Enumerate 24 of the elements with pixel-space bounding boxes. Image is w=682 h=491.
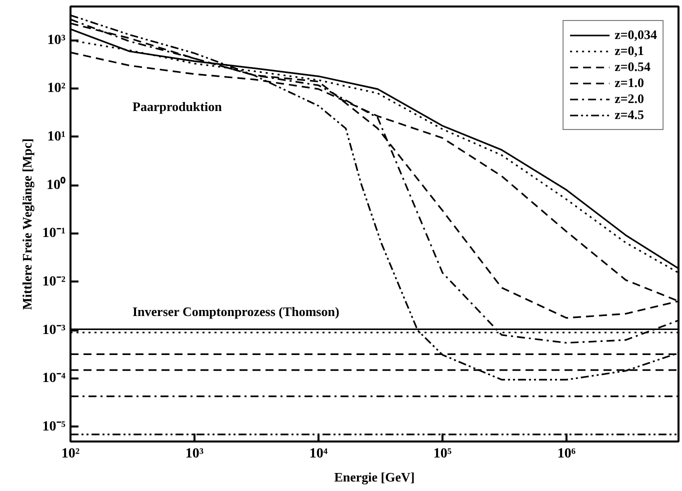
- y-tick-label: 10⁻¹: [42, 226, 66, 242]
- y-tick-label: 10¹: [47, 129, 66, 144]
- x-tick-label: 10⁶: [557, 446, 576, 462]
- x-tick-label: 10²: [61, 446, 80, 462]
- y-tick-label: 10⁰: [46, 176, 66, 193]
- annotation: Paarproduktion: [132, 99, 223, 114]
- legend-label: z=1.0: [614, 75, 644, 91]
- x-axis-title: Energie [GeV]: [334, 470, 415, 484]
- legend-label: z=0.54: [614, 59, 650, 75]
- legend-label: z=0,1: [614, 43, 644, 59]
- x-tick-label: 10⁵: [433, 446, 452, 462]
- y-axis-title: Mittlere Freie Weglänge [Mpc]: [19, 138, 34, 310]
- x-tick-label: 10⁴: [309, 446, 328, 462]
- legend-label: z=0,034: [614, 27, 657, 43]
- y-tick-label: 10⁻²: [42, 274, 66, 290]
- legend-label: z=2.0: [614, 91, 644, 107]
- annotation: Inverser Comptonprozess (Thomson): [132, 304, 340, 319]
- y-tick-label: 10²: [47, 81, 66, 96]
- y-tick-label: 10⁻³: [42, 322, 66, 338]
- x-tick-label: 10³: [185, 446, 204, 462]
- y-tick-label: 10⁻⁵: [42, 419, 66, 434]
- y-tick-label: 10⁻⁴: [42, 371, 66, 386]
- legend-label: z=4.5: [614, 107, 644, 123]
- y-tick-label: 10³: [47, 32, 66, 48]
